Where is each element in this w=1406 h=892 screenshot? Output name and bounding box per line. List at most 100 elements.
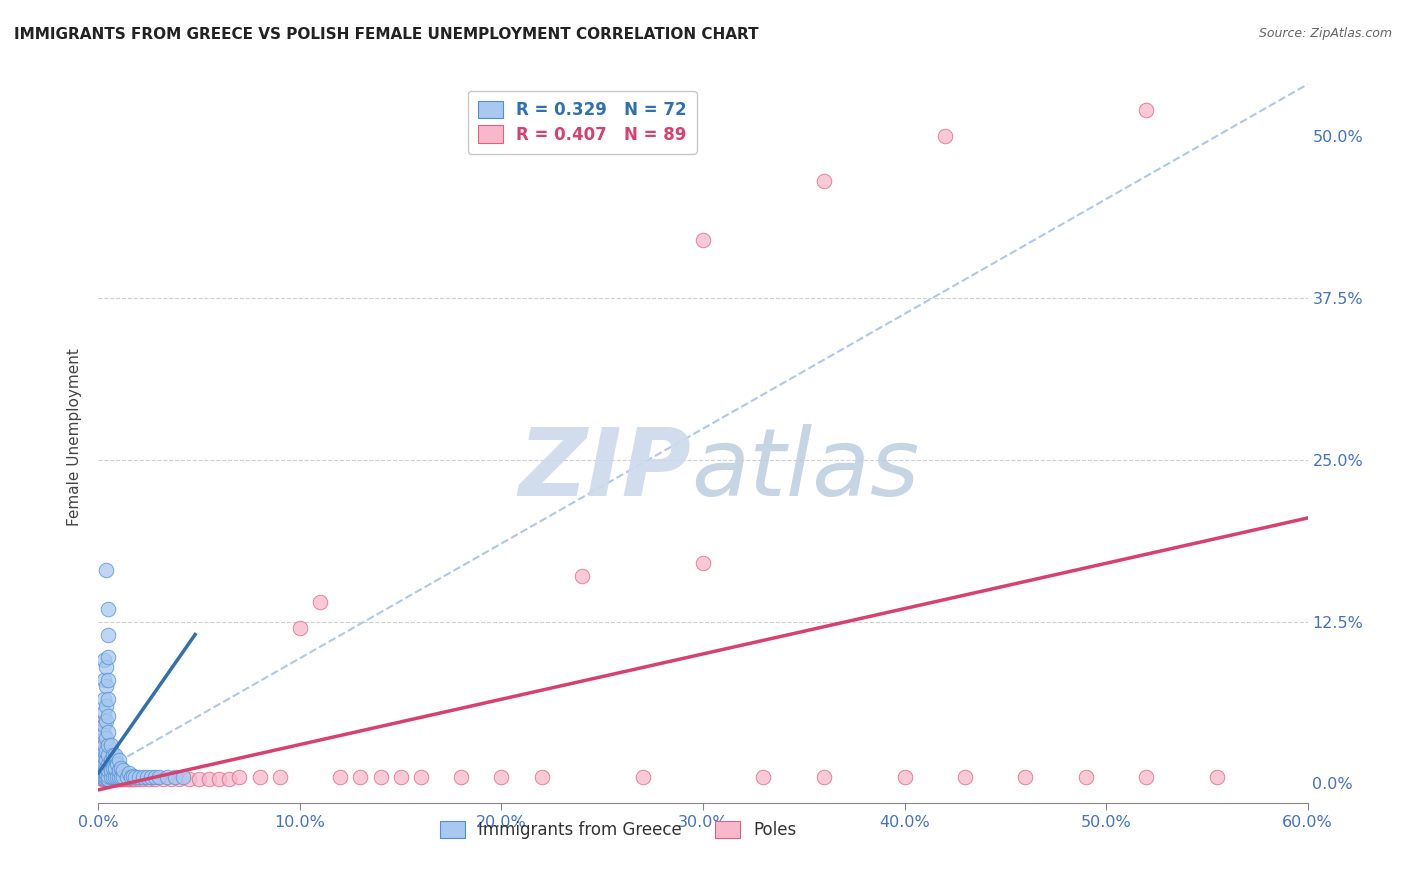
Point	[97, 772, 120, 787]
Point	[269, 770, 291, 784]
Point	[813, 174, 835, 188]
Point	[309, 595, 332, 609]
Point	[110, 770, 132, 784]
Point	[1074, 770, 1097, 784]
Point	[97, 772, 120, 787]
Point	[138, 772, 160, 787]
Point	[132, 770, 155, 784]
Point	[93, 714, 115, 729]
Point	[93, 770, 115, 784]
Point	[152, 772, 174, 787]
Point	[100, 770, 122, 784]
Point	[93, 738, 115, 752]
Point	[143, 770, 166, 784]
Point	[96, 772, 118, 787]
Point	[93, 771, 115, 785]
Point	[93, 769, 115, 783]
Point	[139, 770, 162, 784]
Point	[93, 653, 115, 667]
Point	[110, 761, 132, 775]
Point	[97, 759, 120, 773]
Point	[107, 764, 129, 778]
Y-axis label: Female Unemployment: Female Unemployment	[67, 348, 83, 526]
Point	[107, 753, 129, 767]
Point	[409, 770, 432, 784]
Point	[288, 621, 311, 635]
Point	[118, 772, 141, 787]
Point	[121, 769, 143, 783]
Point	[115, 772, 138, 787]
Point	[93, 756, 115, 771]
Point	[105, 770, 128, 784]
Point	[107, 766, 129, 780]
Point	[97, 709, 120, 723]
Point	[100, 764, 122, 778]
Point	[218, 772, 240, 787]
Point	[115, 770, 138, 784]
Point	[100, 764, 122, 778]
Point	[349, 770, 371, 784]
Point	[172, 770, 194, 784]
Point	[128, 772, 150, 787]
Point	[1014, 770, 1036, 784]
Point	[96, 679, 118, 693]
Text: IMMIGRANTS FROM GREECE VS POLISH FEMALE UNEMPLOYMENT CORRELATION CHART: IMMIGRANTS FROM GREECE VS POLISH FEMALE …	[14, 27, 759, 42]
Point	[188, 772, 211, 787]
Point	[110, 770, 132, 784]
Point	[103, 770, 125, 784]
Point	[93, 750, 115, 764]
Point	[96, 753, 118, 767]
Point	[97, 724, 120, 739]
Point	[91, 767, 114, 781]
Point	[105, 756, 128, 771]
Point	[97, 738, 120, 752]
Point	[97, 750, 120, 764]
Point	[96, 744, 118, 758]
Point	[91, 764, 114, 778]
Point	[491, 770, 513, 784]
Point	[97, 649, 120, 664]
Point	[93, 705, 115, 719]
Point	[89, 771, 111, 785]
Point	[132, 772, 155, 787]
Point	[249, 770, 271, 784]
Point	[107, 770, 129, 784]
Point	[631, 770, 654, 784]
Point	[118, 766, 141, 780]
Point	[953, 770, 976, 784]
Point	[97, 766, 120, 780]
Point	[93, 727, 115, 741]
Point	[101, 761, 124, 775]
Point	[105, 772, 128, 787]
Point	[97, 692, 120, 706]
Point	[97, 770, 120, 784]
Point	[96, 698, 118, 713]
Point	[813, 770, 835, 784]
Point	[93, 764, 115, 778]
Point	[101, 769, 124, 783]
Text: ZIP: ZIP	[517, 424, 690, 516]
Point	[93, 761, 115, 775]
Legend: Immigrants from Greece, Poles: Immigrants from Greece, Poles	[433, 814, 803, 846]
Point	[121, 772, 143, 787]
Point	[97, 764, 120, 778]
Point	[228, 770, 250, 784]
Point	[93, 718, 115, 732]
Point	[1135, 103, 1157, 118]
Point	[91, 772, 114, 787]
Point	[96, 714, 118, 729]
Point	[96, 769, 118, 783]
Point	[93, 753, 115, 767]
Point	[120, 770, 142, 784]
Point	[124, 772, 146, 787]
Point	[96, 563, 118, 577]
Point	[100, 772, 122, 787]
Point	[156, 770, 179, 784]
Point	[96, 740, 118, 755]
Point	[96, 766, 118, 780]
Point	[120, 772, 142, 787]
Point	[100, 753, 122, 767]
Point	[329, 770, 352, 784]
Point	[893, 770, 915, 784]
Point	[97, 627, 120, 641]
